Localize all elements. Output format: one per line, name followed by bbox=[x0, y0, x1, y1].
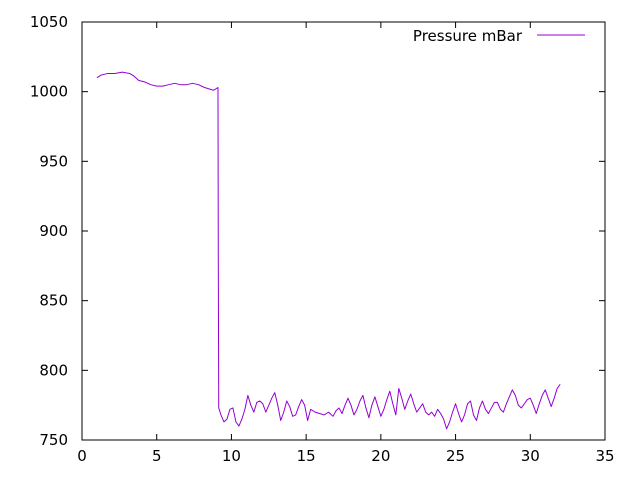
x-tick-label: 10 bbox=[222, 447, 241, 465]
y-tick-label: 900 bbox=[39, 222, 68, 240]
y-tick-label: 950 bbox=[39, 152, 68, 170]
x-tick-label: 30 bbox=[521, 447, 540, 465]
x-tick-label: 35 bbox=[595, 447, 614, 465]
series-layer bbox=[96, 71, 561, 430]
x-tick-label: 15 bbox=[297, 447, 316, 465]
y-tick-label: 800 bbox=[39, 361, 68, 379]
x-tick-label: 0 bbox=[77, 447, 87, 465]
legend-label: Pressure mBar bbox=[413, 27, 523, 45]
y-tick-label: 1050 bbox=[30, 13, 68, 31]
plot-frame bbox=[81, 21, 606, 441]
legend: Pressure mBar bbox=[413, 27, 585, 45]
y-tick-label: 750 bbox=[39, 431, 68, 449]
x-tick-label: 20 bbox=[371, 447, 390, 465]
y-tick-label: 850 bbox=[39, 292, 68, 310]
axis-ticks: 0 5 10 15 20 25 30 35 750 800 850 900 950 1000 1050 bbox=[30, 13, 615, 465]
x-tick-label: 25 bbox=[446, 447, 465, 465]
series-line-pressure bbox=[96, 71, 561, 430]
x-tick-label: 5 bbox=[152, 447, 162, 465]
y-tick-label: 1000 bbox=[30, 83, 68, 101]
